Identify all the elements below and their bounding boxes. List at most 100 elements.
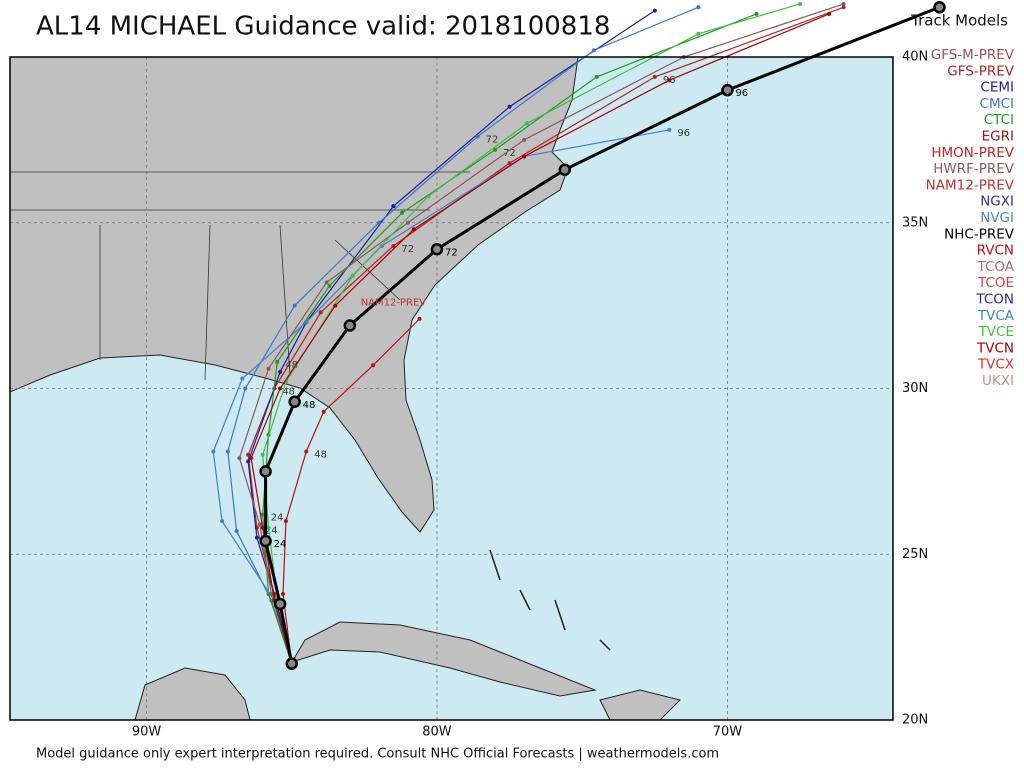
legend-entry: TCOE xyxy=(977,275,1014,291)
legend-entry: GFS-M-PREV xyxy=(931,47,1015,63)
track-point xyxy=(246,452,251,457)
lat-tick-label: 20N xyxy=(902,713,928,728)
legend-entry: TCOA xyxy=(976,259,1014,275)
tracks: 2448729672244872964824487296NAM12-PREV xyxy=(211,1,946,670)
track-point xyxy=(696,31,701,36)
legend: GFS-M-PREVGFS-PREVCEMICMCICTCIEGRIHMON-P… xyxy=(926,47,1015,389)
track-point xyxy=(318,310,323,315)
track-point xyxy=(321,409,326,414)
track-point xyxy=(798,1,803,6)
legend-entry: NHC-PREV xyxy=(944,226,1015,242)
track-point xyxy=(259,465,272,478)
legend-entry: GFS-PREV xyxy=(947,63,1014,79)
track-point xyxy=(283,519,288,524)
state-borders xyxy=(10,57,578,381)
annotation: NAM12-PREV xyxy=(361,297,427,308)
track-label: 96 xyxy=(677,128,690,139)
track-point xyxy=(266,525,271,530)
track-label: 24 xyxy=(274,539,287,550)
legend-entry: TVCA xyxy=(977,308,1015,324)
track-label: 48 xyxy=(285,360,298,371)
track-point xyxy=(391,243,396,248)
track-label: 48 xyxy=(314,449,327,460)
track-point xyxy=(240,376,245,381)
legend-title: Track Models xyxy=(910,12,1008,30)
track-point xyxy=(220,519,225,524)
track-point xyxy=(254,535,259,540)
track-point xyxy=(376,220,381,225)
track-label: 72 xyxy=(503,148,516,159)
track-point xyxy=(273,597,287,611)
legend-entry: NGXI xyxy=(980,194,1014,210)
track-label: 72 xyxy=(486,135,499,146)
track-point xyxy=(350,273,355,278)
track-point xyxy=(257,522,262,527)
legend-entry: TVCE xyxy=(978,324,1014,340)
lat-tick-label: 40N xyxy=(902,50,928,65)
cuba xyxy=(290,621,597,697)
track-point xyxy=(237,456,242,461)
track-point xyxy=(243,386,248,391)
legend-entry: EGRI xyxy=(982,129,1014,145)
track-point xyxy=(522,137,527,142)
lat-tick-label: 25N xyxy=(902,547,928,562)
north-america xyxy=(10,57,579,533)
track-point xyxy=(411,227,416,232)
track-point xyxy=(493,147,498,152)
land xyxy=(10,57,681,720)
track-line xyxy=(264,5,941,664)
track-point xyxy=(430,243,444,256)
track-label: 72 xyxy=(445,247,458,258)
bahamas xyxy=(489,549,611,651)
track-point xyxy=(246,459,251,464)
title: AL14 MICHAEL Guidance valid: 2018100818 xyxy=(36,12,610,42)
legend-entry: NAM12-PREV xyxy=(926,177,1015,193)
track-point xyxy=(522,154,527,159)
legend-entry: RVCN xyxy=(977,243,1014,259)
track-point xyxy=(841,1,846,6)
track-point xyxy=(292,303,297,308)
track-line xyxy=(227,6,699,664)
track-point xyxy=(400,210,405,215)
legend-entry: UKXI xyxy=(982,373,1014,389)
track-point xyxy=(591,48,596,53)
track-point xyxy=(507,104,512,109)
axis-labels: 40N 35N 30N 25N 20N 90W 80W 70W xyxy=(132,50,928,740)
track-point xyxy=(933,1,946,14)
lon-tick-label: 90W xyxy=(132,725,162,740)
legend-entry: HWRF-PREV xyxy=(933,161,1015,177)
track-point xyxy=(405,220,410,225)
track-point xyxy=(225,449,230,454)
track-label: 24 xyxy=(271,512,284,523)
track-point xyxy=(652,8,657,13)
track-point xyxy=(260,525,265,530)
hispaniola xyxy=(599,689,681,720)
track-label: 48 xyxy=(303,400,316,411)
track-point xyxy=(278,386,283,391)
legend-entry: TCON xyxy=(975,292,1014,308)
track-point xyxy=(525,121,530,126)
legend-entry: CEMI xyxy=(980,80,1014,96)
legend-entry: TVCN xyxy=(976,340,1014,356)
track-point xyxy=(249,456,254,461)
track-point xyxy=(475,134,480,139)
track-point xyxy=(721,83,734,97)
legend-entry: NVGI xyxy=(980,210,1014,226)
track-point xyxy=(266,366,271,371)
footer: Model guidance only expert interpretatio… xyxy=(36,747,719,762)
track-point xyxy=(260,512,265,517)
track-point xyxy=(507,161,512,166)
track-point xyxy=(754,11,759,16)
track-label: 48 xyxy=(282,387,295,398)
track-point xyxy=(391,204,396,209)
track-point xyxy=(696,5,701,10)
track-point xyxy=(278,369,283,374)
legend-entry: HMON-PREV xyxy=(931,145,1014,161)
track-point xyxy=(324,280,329,285)
track-point xyxy=(259,534,272,548)
track-line xyxy=(238,3,844,664)
track-label: 96 xyxy=(735,88,748,99)
track-point xyxy=(288,395,301,409)
